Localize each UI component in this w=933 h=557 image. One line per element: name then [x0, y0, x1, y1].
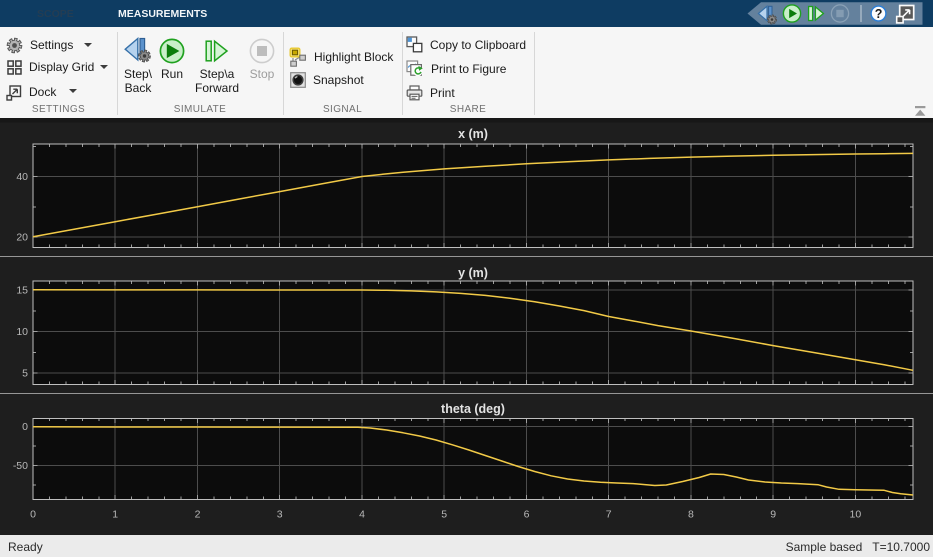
svg-text:1: 1	[112, 509, 118, 521]
svg-text:7: 7	[606, 509, 612, 521]
svg-text:40: 40	[16, 171, 28, 183]
svg-text:6: 6	[524, 509, 530, 521]
svg-text:5: 5	[441, 509, 447, 521]
svg-text:20: 20	[16, 232, 28, 244]
svg-text:15: 15	[16, 284, 28, 296]
svg-text:theta (deg): theta (deg)	[441, 402, 505, 416]
svg-text:2: 2	[195, 509, 201, 521]
svg-text:9: 9	[770, 509, 776, 521]
svg-text:3: 3	[277, 509, 283, 521]
svg-text:5: 5	[22, 368, 28, 380]
svg-text:?: ?	[875, 7, 883, 21]
svg-text:0: 0	[30, 509, 36, 521]
svg-text:10: 10	[16, 326, 28, 338]
svg-text:10: 10	[850, 509, 862, 521]
svg-text:y (m): y (m)	[458, 266, 488, 280]
svg-text:4: 4	[359, 509, 365, 521]
svg-text:x (m): x (m)	[458, 127, 488, 141]
svg-text:8: 8	[688, 509, 694, 521]
svg-text:0: 0	[22, 421, 28, 433]
svg-text:-50: -50	[13, 460, 28, 472]
